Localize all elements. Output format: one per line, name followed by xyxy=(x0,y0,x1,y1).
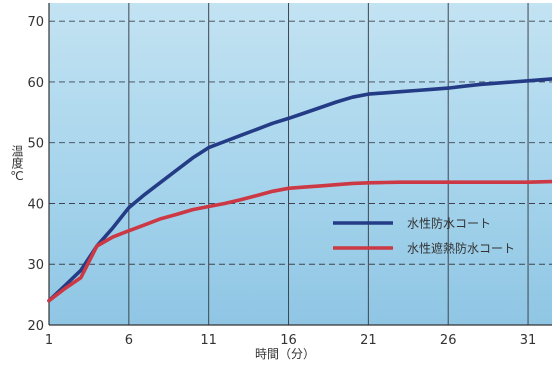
x-axis-title: 時間（分） xyxy=(255,347,315,361)
x-tick-label: 26 xyxy=(440,333,457,348)
y-axis-title: 温度℃ xyxy=(10,145,24,183)
x-tick-label: 21 xyxy=(360,333,377,348)
y-tick-label: 50 xyxy=(27,137,44,152)
grid xyxy=(48,3,552,326)
series-lines xyxy=(47,77,552,303)
plot-area xyxy=(49,3,552,325)
y-tick-label: 20 xyxy=(27,319,44,334)
x-tick-label: 31 xyxy=(520,333,537,348)
legend-label: 水性防水コート xyxy=(407,216,491,231)
series-line-2 xyxy=(47,179,552,303)
y-tick-label: 30 xyxy=(27,258,44,273)
x-tick-label: 16 xyxy=(280,333,297,348)
x-tick-label: 11 xyxy=(200,333,217,348)
x-tick-label: 6 xyxy=(125,333,133,348)
x-tick-label: 1 xyxy=(45,333,53,348)
y-tick-label: 40 xyxy=(27,197,44,212)
x-tick-labels: 1 6 11 16 21 26 31 xyxy=(45,333,536,348)
y-tick-label: 60 xyxy=(27,76,44,91)
y-tick-labels: 20 30 40 50 60 70 xyxy=(27,15,44,334)
y-tick-label: 70 xyxy=(27,15,44,30)
series-line-1 xyxy=(47,77,552,303)
legend-label: 水性遮熱防水コート xyxy=(407,241,515,256)
